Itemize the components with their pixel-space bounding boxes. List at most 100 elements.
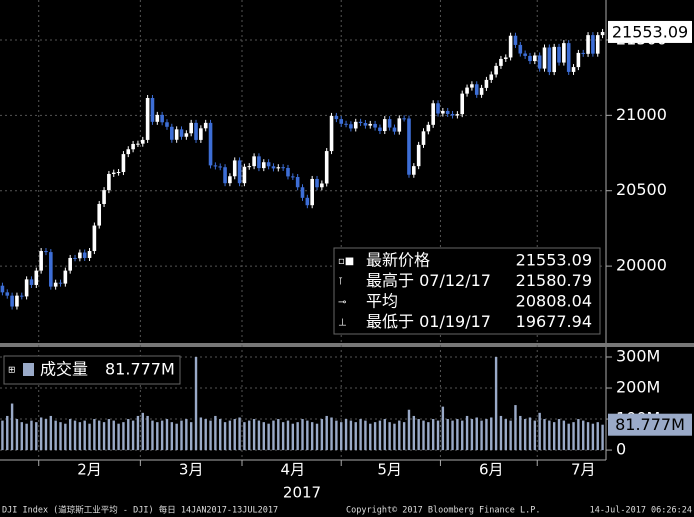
candle-body — [291, 176, 295, 178]
volume-bar — [373, 422, 377, 451]
volume-bar — [548, 420, 551, 451]
candle-body — [155, 114, 160, 122]
stats-box — [333, 247, 601, 335]
candle-body — [145, 98, 150, 140]
candle-body — [518, 44, 523, 54]
candle-body — [68, 257, 72, 271]
volume-bar — [393, 423, 396, 451]
stats-label: 平均 — [366, 292, 398, 311]
candle-body — [528, 55, 532, 62]
candle-body — [576, 52, 581, 68]
candle-body — [102, 190, 106, 204]
y-tick-label: 21000 — [616, 105, 667, 124]
x-tick-label: 6月 — [479, 461, 504, 479]
candle-body — [281, 167, 285, 169]
candle-body — [19, 295, 24, 297]
volume-bar — [185, 419, 188, 451]
volume-bar — [15, 419, 19, 451]
candle-body — [591, 35, 595, 54]
candle-body — [179, 129, 184, 137]
volume-bar — [44, 419, 48, 451]
candle-body — [199, 128, 203, 140]
footer-right: 14-Jul-2017 06:26:24 — [590, 506, 692, 516]
candle-body — [310, 178, 314, 206]
candle-body — [484, 79, 489, 88]
volume-bar — [199, 417, 203, 451]
candle-body — [441, 110, 445, 114]
candle-body — [73, 257, 77, 259]
candle-body — [242, 166, 247, 184]
volume-bar — [243, 422, 246, 451]
volume-bar — [73, 420, 77, 451]
volume-bar — [262, 422, 265, 451]
volume-bar — [470, 419, 474, 451]
candle-body — [334, 115, 339, 120]
candle-body — [252, 156, 256, 167]
candle-body — [329, 115, 334, 152]
candle-body — [97, 203, 102, 226]
candle-body — [140, 139, 145, 144]
candle-body — [320, 183, 324, 188]
candle-body — [92, 225, 97, 252]
volume-bar — [514, 405, 517, 451]
volume-bar — [562, 420, 566, 451]
volume-bar — [306, 420, 309, 451]
candle-body — [218, 166, 223, 168]
last-volume-label: 81.777M — [615, 415, 685, 434]
candle-body — [499, 58, 503, 66]
volume-bar — [596, 422, 599, 451]
y-tick-label: 20500 — [616, 180, 667, 199]
volume-bar — [49, 415, 53, 451]
candle-body — [271, 166, 276, 169]
last-volume-tag — [608, 413, 692, 436]
candle-body — [87, 251, 92, 258]
volume-bar — [156, 422, 159, 451]
candle-body — [29, 279, 34, 285]
volume-bar — [543, 419, 546, 451]
x-tick-label: 2月 — [77, 461, 102, 479]
candle-body — [523, 53, 527, 56]
legend-label: 成交量 — [40, 360, 88, 379]
candle-body — [537, 55, 542, 69]
stats-icon: ⊥ — [338, 318, 347, 329]
y-tick-label: 20000 — [616, 256, 667, 275]
candle-body — [402, 118, 406, 120]
candle-body — [44, 251, 48, 253]
volume-bar — [136, 415, 140, 451]
candle-body — [581, 52, 586, 54]
candle-body — [111, 172, 116, 174]
candle-body — [595, 35, 600, 54]
volume-bar — [359, 419, 362, 451]
x-tick-label: 4月 — [281, 461, 306, 479]
candle-body — [257, 156, 261, 169]
legend-icon: ⊞ — [8, 366, 16, 376]
x-tick-label: 7月 — [571, 461, 596, 479]
last-price-tag — [608, 20, 692, 43]
volume-bar — [281, 422, 285, 451]
candle-body — [508, 35, 513, 58]
volume-bar — [175, 423, 178, 451]
volume-bar — [170, 422, 174, 451]
candle-body — [363, 123, 368, 126]
candle-body — [382, 119, 387, 132]
candle-body — [0, 285, 5, 293]
volume-bar — [461, 420, 464, 451]
candle-body — [116, 172, 121, 174]
volume-bar — [151, 420, 154, 451]
candle-body — [450, 113, 455, 116]
volume-bar — [364, 420, 367, 451]
volume-bar — [219, 419, 222, 451]
volume-bar — [122, 422, 125, 451]
stats-value: 21580.79 — [516, 271, 592, 290]
candle-body — [445, 110, 450, 114]
volume-bar — [407, 409, 411, 451]
candle-body — [300, 187, 305, 198]
volume-bar — [107, 419, 111, 451]
volume-bar — [335, 420, 338, 451]
volume-bar — [465, 415, 469, 451]
candle-body — [392, 127, 397, 132]
volume-bar — [340, 422, 343, 451]
stats-icon: ⊺ — [338, 277, 343, 288]
volume-bar — [39, 417, 43, 451]
